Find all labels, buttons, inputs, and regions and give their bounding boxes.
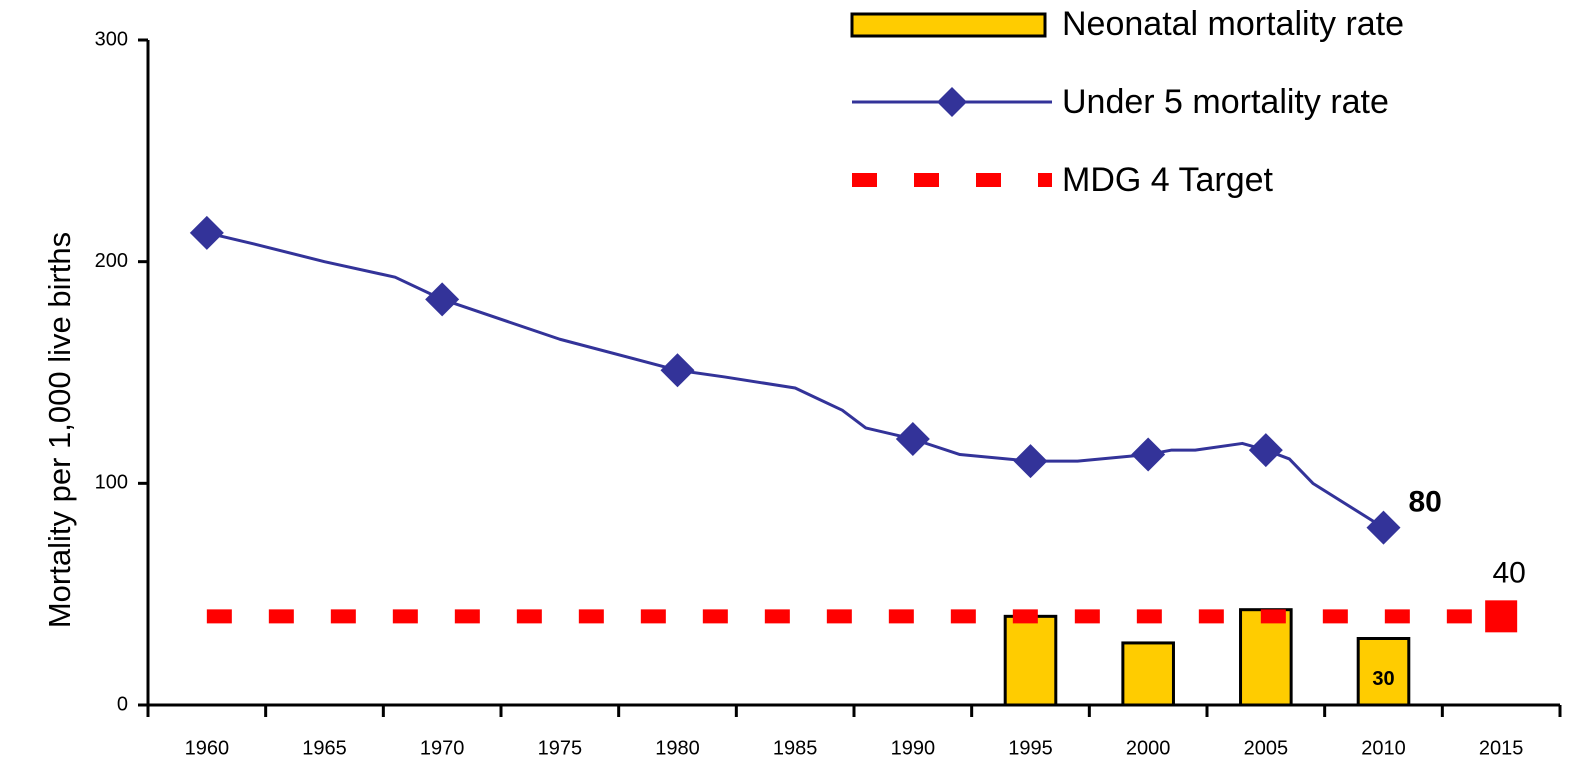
y-tick-label: 100 bbox=[95, 472, 128, 494]
bar-value-label: 30 bbox=[1372, 668, 1394, 690]
x-tick-label: 1970 bbox=[420, 737, 465, 759]
x-tick-label: 2010 bbox=[1361, 737, 1406, 759]
y-tick-label: 300 bbox=[95, 28, 128, 50]
target-value-label: 40 bbox=[1492, 556, 1525, 589]
x-tick-label: 1960 bbox=[185, 737, 230, 759]
line bbox=[206, 231, 1385, 529]
diamond-marker bbox=[425, 282, 460, 317]
diamond-marker bbox=[660, 353, 695, 388]
x-tick-label: 1975 bbox=[538, 737, 583, 759]
x-tick-label: 1990 bbox=[891, 737, 936, 759]
x-tick-label: 2005 bbox=[1244, 737, 1289, 759]
diamond-marker bbox=[1366, 510, 1401, 545]
diamond-marker bbox=[189, 215, 224, 250]
x-tick-label: 2015 bbox=[1479, 737, 1524, 759]
legend-label: Neonatal mortality rate bbox=[1062, 5, 1404, 43]
bar bbox=[1003, 614, 1058, 707]
diamond-marker bbox=[1013, 444, 1048, 479]
y-tick-label: 200 bbox=[95, 250, 128, 272]
x-tick-label: 1995 bbox=[1008, 737, 1053, 759]
x-tick-label: 2000 bbox=[1126, 737, 1171, 759]
y-axis-title: Mortality per 1,000 live births bbox=[42, 232, 77, 628]
x-tick-label: 1980 bbox=[655, 737, 700, 759]
legend-swatch bbox=[850, 12, 1047, 38]
x-tick-label: 1985 bbox=[773, 737, 818, 759]
bar bbox=[1356, 637, 1411, 707]
diamond-marker bbox=[895, 422, 930, 456]
legend-label: MDG 4 Target bbox=[1062, 161, 1274, 199]
y-tick-label: 0 bbox=[117, 693, 128, 715]
diamond-marker bbox=[1248, 433, 1283, 468]
bar bbox=[1121, 641, 1175, 707]
diamond-marker bbox=[1131, 437, 1166, 472]
bar bbox=[1239, 608, 1293, 707]
legend-label: Under 5 mortality rate bbox=[1062, 83, 1389, 121]
target-marker bbox=[1485, 600, 1518, 633]
legend-marker bbox=[937, 87, 967, 117]
point-value-label: 80 bbox=[1409, 486, 1442, 519]
x-tick-label: 1965 bbox=[302, 737, 347, 759]
